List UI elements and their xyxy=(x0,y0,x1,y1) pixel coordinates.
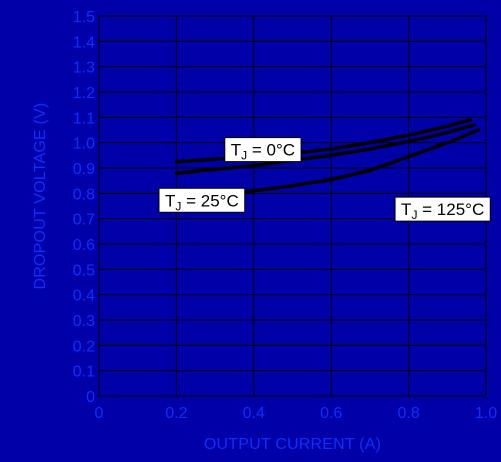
series-label-2: TJ = 25°C xyxy=(158,187,246,213)
series-label-1: TJ = 0°C xyxy=(224,137,302,163)
series-label-text: TJ = 25°C xyxy=(165,191,239,213)
y-tick-label: 0 xyxy=(86,389,95,406)
y-tick-label: 1.2 xyxy=(73,85,95,102)
annotation-layer: TJ = 0°C TJ = 25°C TJ = 125°C xyxy=(158,137,491,222)
series-label-box xyxy=(158,187,246,213)
x-tick-label: 0.4 xyxy=(243,405,265,422)
y-tick-label: 0.6 xyxy=(73,237,95,254)
x-tick-label: 0.8 xyxy=(397,405,419,422)
x-axis-title: OUTPUT CURRENT (A) xyxy=(204,436,381,453)
series-label-box xyxy=(394,196,491,222)
series-label-text: TJ = 0°C xyxy=(231,141,295,163)
y-tick-label: 1.1 xyxy=(73,110,95,127)
y-tick-label: 0.4 xyxy=(73,288,95,305)
tick-label-layer: 0 0.2 0.4 0.6 0.8 1.0 0 0.1 0.2 0.3 0.4 0.5 0.6 0.7 0.… xyxy=(73,9,497,422)
y-tick-label: 0.9 xyxy=(73,161,95,178)
y-tick-label: 1.3 xyxy=(73,60,95,77)
y-tick-label: 0.2 xyxy=(73,338,95,355)
y-tick-label: 1.5 xyxy=(73,9,95,26)
series-line-2 xyxy=(174,123,477,175)
y-tick-label: 0.8 xyxy=(73,186,95,203)
x-tick-label: 1.0 xyxy=(475,405,497,422)
y-tick-label: 0.5 xyxy=(73,262,95,279)
series-label-text: TJ = 125°C xyxy=(401,200,484,222)
y-tick-label: 0.3 xyxy=(73,313,95,330)
x-tick-label: 0.6 xyxy=(320,405,342,422)
y-tick-label: 1.4 xyxy=(73,34,95,51)
series-layer xyxy=(174,118,481,202)
y-axis-title: DROPOUT VOLTAGE (V) xyxy=(32,103,49,290)
series-label-3: TJ = 125°C xyxy=(394,196,491,222)
x-tick-label: 0.2 xyxy=(165,405,187,422)
series-label-box xyxy=(224,137,302,163)
x-tick-label: 0 xyxy=(95,405,104,422)
y-tick-label: 1.0 xyxy=(73,136,95,153)
y-tick-label: 0.7 xyxy=(73,212,95,229)
y-tick-label: 0.1 xyxy=(73,364,95,381)
